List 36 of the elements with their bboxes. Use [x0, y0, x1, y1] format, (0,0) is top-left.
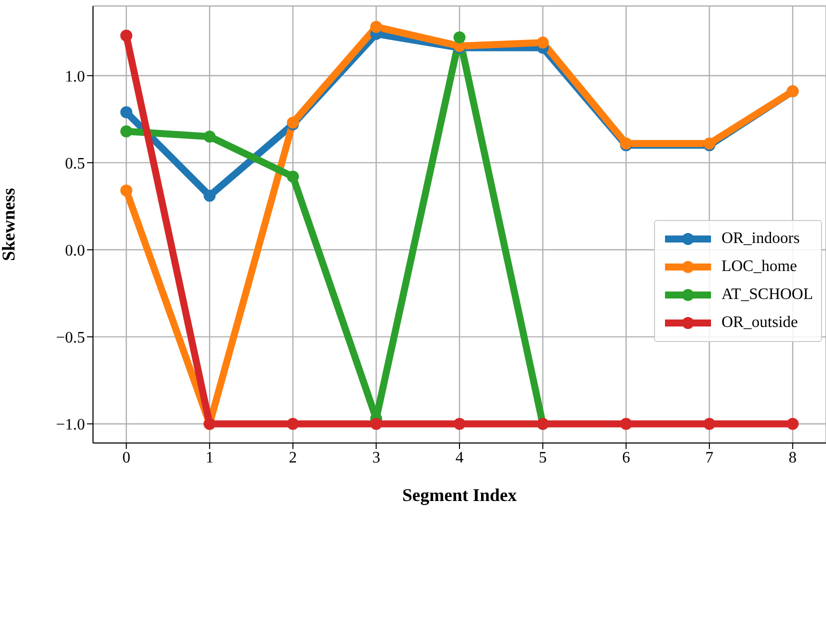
x-tick-label: 2 [288, 449, 297, 466]
point [370, 418, 382, 430]
y-tick-label: −1.0 [56, 416, 85, 434]
y-tick-label: 1.0 [65, 68, 85, 86]
point [120, 184, 132, 197]
point [536, 36, 549, 49]
x-tick-label: 3 [372, 449, 380, 466]
point [120, 125, 132, 138]
point [454, 418, 466, 430]
x-tick-label: 8 [788, 449, 797, 466]
point [786, 418, 799, 430]
y-axis-title: Skewness [0, 188, 18, 262]
point [703, 418, 716, 430]
point [620, 418, 632, 430]
legend-label: OR_indoors [721, 230, 800, 248]
legend-label: AT_SCHOOL [721, 286, 813, 304]
point [454, 31, 466, 44]
point [286, 170, 299, 183]
y-tick-label: −0.5 [56, 329, 85, 346]
point [370, 20, 382, 33]
x-tick-label: 1 [206, 449, 214, 466]
point [120, 30, 132, 42]
y-tick-label: 0.5 [65, 155, 85, 172]
x-tick-label: 5 [538, 449, 547, 466]
point [120, 106, 132, 118]
x-tick-label: 7 [705, 449, 714, 466]
x-tick-label: 6 [622, 449, 630, 466]
point [204, 190, 216, 202]
y-tick-label: 0.0 [65, 242, 85, 260]
point [204, 130, 216, 143]
x-tick-label: 0 [122, 449, 130, 466]
x-axis-title: Segment Index [402, 485, 517, 505]
x-tick-label: 4 [456, 449, 464, 466]
legend-label: OR_outside [721, 314, 798, 332]
legend-label: LOC_home [721, 258, 797, 276]
point [286, 418, 299, 430]
